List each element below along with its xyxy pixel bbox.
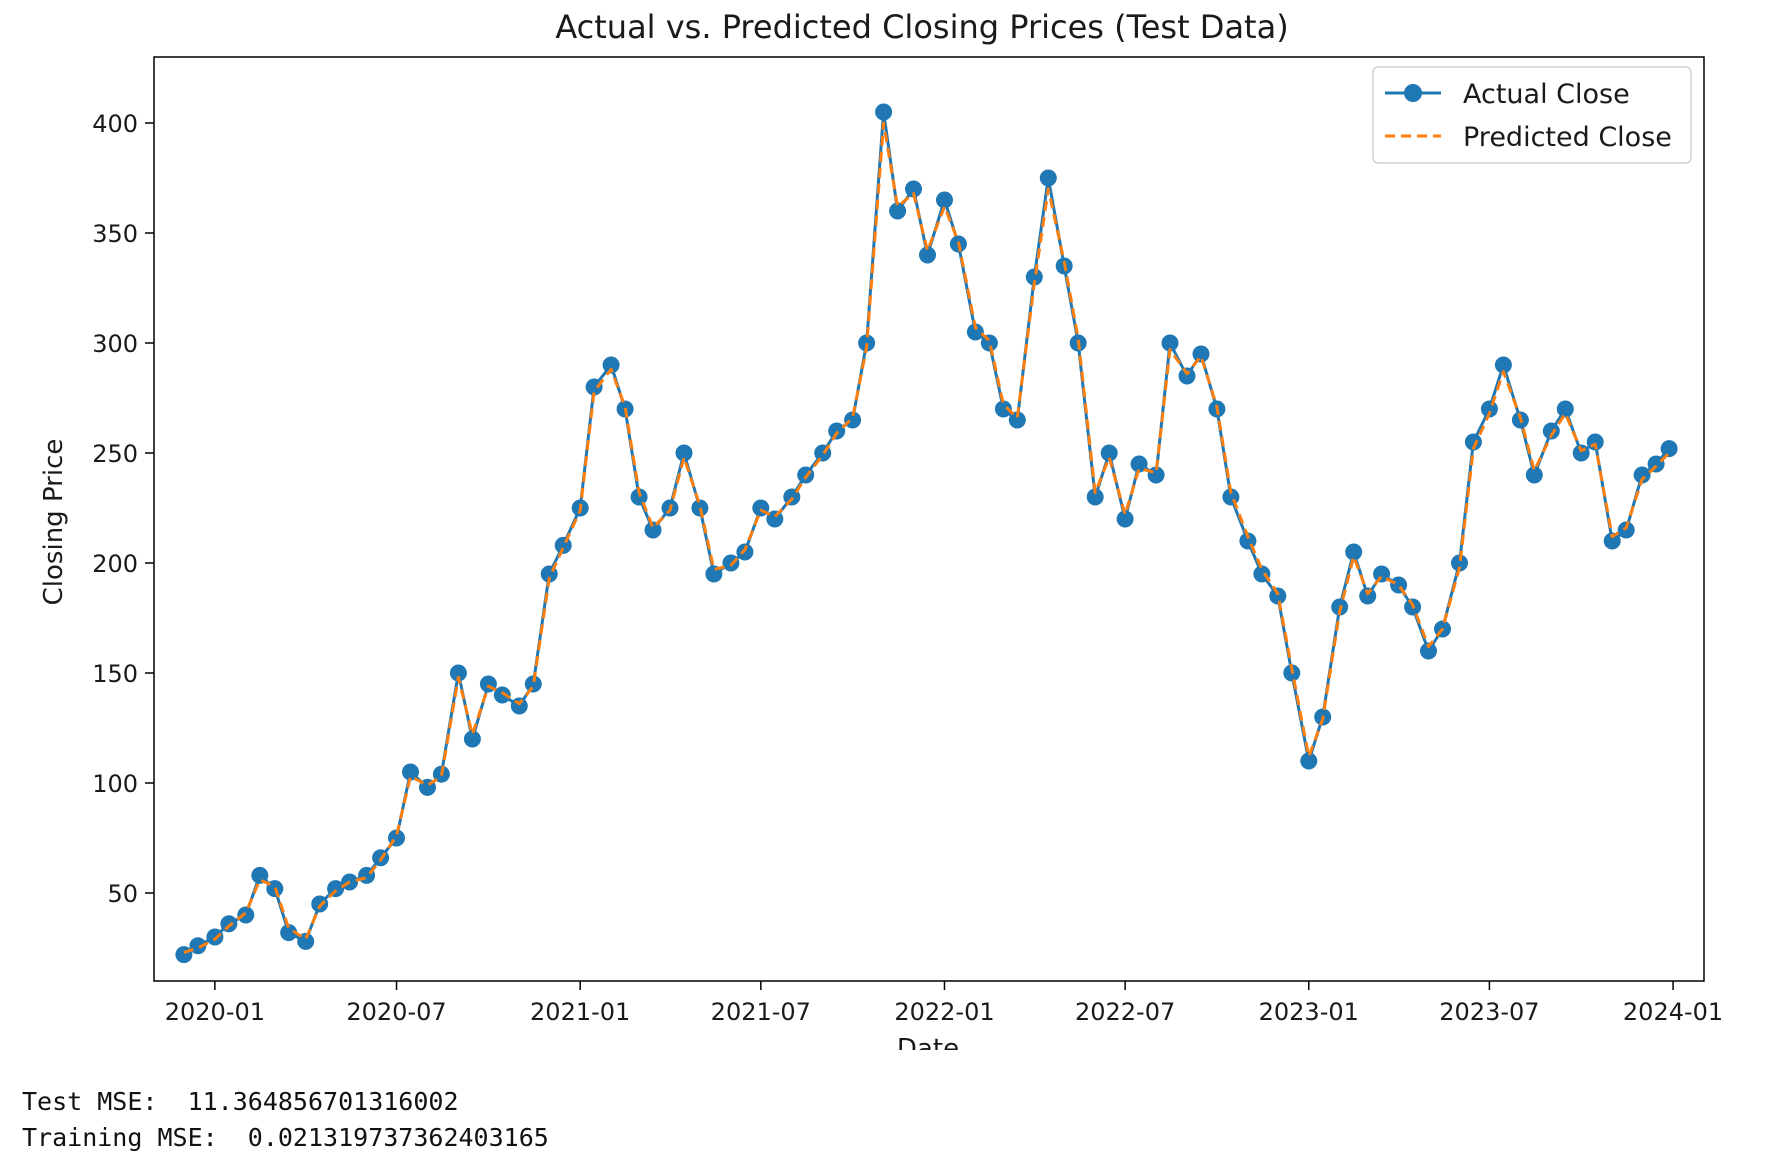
actual-close-point: [766, 510, 784, 528]
actual-close-point: [919, 246, 936, 264]
actual-close-point: [510, 697, 528, 715]
actual-close-point: [524, 675, 542, 693]
y-tick-label-2: 150: [92, 660, 138, 688]
test-mse-value: 11.364856701316002: [187, 1087, 459, 1116]
actual-close-point: [844, 411, 862, 429]
actual-close-point: [1586, 433, 1604, 451]
y-tick-label-6: 350: [92, 220, 138, 248]
chart: Actual vs. Predicted Closing Prices (Tes…: [39, 8, 1723, 1050]
x-tick-label-0: 2020-01: [165, 998, 265, 1026]
y-axis-label: Closing Price: [39, 439, 69, 606]
actual-close-point: [402, 763, 419, 781]
x-tick-label-4: 2022-01: [894, 998, 994, 1026]
actual-close-point: [936, 191, 953, 209]
actual-close-point: [297, 932, 315, 950]
actual-close-point: [1373, 565, 1391, 583]
actual-close-point: [875, 103, 893, 121]
x-tick-label-1: 2020-07: [346, 998, 446, 1026]
actual-close-point: [220, 915, 238, 933]
actual-close-point: [585, 378, 603, 396]
x-tick-label-5: 2022-07: [1075, 998, 1175, 1026]
actual-close-point: [189, 937, 207, 955]
y-tick-label-4: 250: [92, 440, 138, 468]
actual-close-point: [602, 356, 620, 374]
actual-close-point: [1269, 587, 1287, 605]
training-mse-line: Training MSE: 0.021319737362403165: [22, 1120, 549, 1156]
y-tick-label-3: 200: [92, 550, 138, 578]
legend-box: [1372, 66, 1692, 164]
actual-close-point: [280, 924, 298, 942]
actual-close-point: [1300, 752, 1318, 770]
actual-close-point: [463, 730, 481, 748]
actual-close-point: [966, 323, 984, 341]
x-axis-label: Date: [897, 1034, 959, 1050]
y-tick-label-7: 400: [92, 110, 138, 138]
test-mse-line: Test MSE: 11.364856701316002: [22, 1084, 549, 1120]
actual-close-point: [1556, 400, 1574, 418]
legend: Actual Close Predicted Close: [1372, 66, 1692, 164]
actual-close-point: [1633, 466, 1651, 484]
actual-close-point: [675, 444, 693, 462]
legend-predicted-label: Predicted Close: [1463, 122, 1672, 153]
actual-close-point: [1192, 345, 1210, 363]
actual-close-point: [175, 946, 193, 964]
actual-close-point: [1542, 422, 1560, 440]
training-mse-value: 0.021319737362403165: [247, 1123, 549, 1152]
legend-actual-marker: [1404, 84, 1422, 102]
actual-close-point: [1008, 411, 1026, 429]
plot-frame: [153, 56, 1705, 982]
actual-close-point: [1603, 532, 1621, 550]
actual-close-point: [1178, 367, 1196, 385]
actual-close-point: [630, 488, 648, 506]
series-layer: [175, 103, 1678, 964]
actual-close-point: [828, 422, 846, 440]
actual-close-point: [311, 895, 329, 913]
console-output: Test MSE: 11.364856701316002 Training MSE…: [22, 1084, 549, 1156]
actual-close-point: [251, 866, 269, 884]
actual-close-point: [1345, 543, 1363, 561]
axis-ticks: 2020-01 2020-07 2021-01 2021-07 2022-01 2022-…: [92, 110, 1723, 1026]
actual-close-point: [449, 664, 467, 682]
x-tick-label-6: 2023-01: [1259, 998, 1359, 1026]
x-tick-label-2: 2021-01: [530, 998, 630, 1026]
actual-close-line: [183, 110, 1671, 956]
y-tick-label-0: 50: [107, 880, 138, 908]
x-tick-label-3: 2021-07: [711, 998, 811, 1026]
actual-close-point: [1039, 169, 1057, 187]
actual-close-point: [905, 180, 922, 198]
x-tick-label-8: 2024-01: [1623, 998, 1723, 1026]
actual-close-point: [1130, 455, 1148, 473]
actual-close-point: [994, 400, 1012, 418]
legend-actual-label: Actual Close: [1463, 79, 1630, 110]
chart-title: Actual vs. Predicted Closing Prices (Tes…: [555, 8, 1288, 46]
actual-close-point: [889, 202, 907, 220]
y-tick-label-1: 100: [92, 770, 138, 798]
training-mse-label: Training MSE:: [22, 1123, 218, 1152]
actual-close-point: [1100, 444, 1118, 462]
actual-close-point: [493, 686, 511, 704]
actual-close-point: [1161, 334, 1179, 352]
actual-close-point: [1359, 587, 1377, 605]
actual-close-point: [206, 928, 224, 946]
actual-close-point: [1464, 433, 1482, 451]
actual-close-point: [691, 499, 709, 517]
x-tick-label-7: 2023-07: [1439, 998, 1539, 1026]
actual-close-point: [644, 521, 662, 539]
actual-close-point: [1494, 356, 1512, 374]
actual-close-point: [1025, 268, 1043, 286]
actual-close-point: [858, 334, 876, 352]
actual-close-point: [554, 536, 572, 554]
actual-close-point: [1116, 510, 1134, 528]
actual-close-point: [1525, 466, 1543, 484]
actual-close-point: [1086, 488, 1104, 506]
predicted-close-line: [183, 121, 1671, 954]
test-mse-label: Test MSE:: [22, 1087, 158, 1116]
y-tick-label-5: 300: [92, 330, 138, 358]
actual-close-point: [1451, 554, 1468, 572]
actual-close-point: [1420, 642, 1437, 660]
actual-close-point: [237, 906, 255, 924]
actual-close-point: [1617, 521, 1635, 539]
actual-close-point: [1660, 440, 1678, 458]
